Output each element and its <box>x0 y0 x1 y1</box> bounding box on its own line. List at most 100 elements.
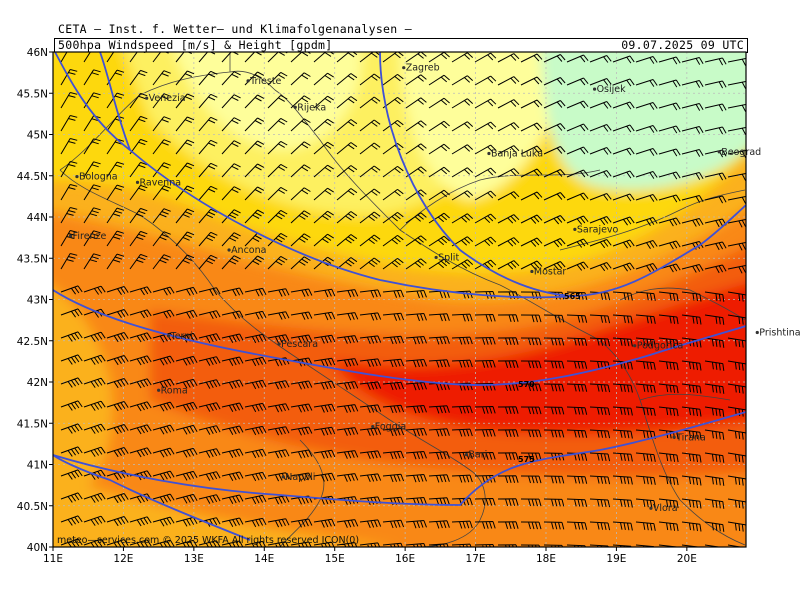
city-label: Napoli <box>285 472 315 483</box>
wind-barb <box>704 241 727 251</box>
wind-barb <box>751 476 769 486</box>
wind-barb <box>497 337 519 346</box>
wind-barb <box>382 73 404 86</box>
wind-barb <box>221 163 241 178</box>
wind-barb <box>336 473 359 482</box>
wind-barb <box>106 309 129 318</box>
lat-label: 45.5N <box>17 88 48 100</box>
lat-label: 40.5N <box>17 501 48 513</box>
subtitle: 500hpa Windspeed [m/s] & Height [gpdm] <box>58 38 333 52</box>
wind-barb <box>681 383 702 394</box>
wind-barb <box>474 98 497 109</box>
wind-barb <box>290 472 313 482</box>
wind-barb <box>198 494 221 504</box>
wind-barb <box>612 101 635 110</box>
wind-barb <box>704 126 727 135</box>
wind-barb <box>83 69 101 86</box>
wind-barb <box>336 234 358 247</box>
wind-barb <box>267 186 288 201</box>
wind-barb <box>451 75 474 86</box>
wind-barb <box>60 207 78 224</box>
wind-barb <box>612 262 635 272</box>
wind-barb <box>589 124 612 132</box>
wind-barb <box>129 207 148 224</box>
wind-barb <box>658 383 679 394</box>
wind-barb <box>83 331 106 342</box>
wind-barb <box>60 115 78 132</box>
wind-barb <box>382 473 405 483</box>
wind-barb <box>589 498 611 508</box>
wind-barb <box>83 400 106 411</box>
wind-barb <box>681 429 702 440</box>
wind-barb <box>106 286 129 295</box>
wind-barb <box>520 291 542 300</box>
wind-barb <box>451 520 473 529</box>
wind-barb <box>658 475 679 486</box>
wind-barb <box>566 360 588 369</box>
wind-barb <box>60 331 83 342</box>
wind-barb <box>497 314 519 322</box>
wind-barb <box>451 451 473 460</box>
wind-barb <box>382 188 404 201</box>
wind-barb <box>60 377 83 388</box>
wind-barb <box>313 311 336 321</box>
wind-barb <box>359 519 382 528</box>
wind-barb <box>175 93 195 109</box>
wind-barb <box>612 475 633 485</box>
wind-barb <box>474 544 495 547</box>
wind-barb <box>382 257 404 270</box>
contour-labels: 565 570 575 <box>518 292 581 464</box>
wind-barb <box>313 541 335 547</box>
wind-barb <box>336 427 359 436</box>
wind-barb <box>405 212 427 224</box>
wind-barb <box>566 215 589 225</box>
city-label: Tirana <box>675 432 706 443</box>
wind-barb <box>704 337 725 348</box>
wind-barb <box>267 163 288 178</box>
wind-barb <box>635 498 656 508</box>
wind-barb <box>589 147 612 155</box>
city-label: Pescara <box>281 339 318 350</box>
wind-barb <box>474 52 497 63</box>
wind-barb <box>727 314 746 325</box>
wind-barb <box>152 309 175 319</box>
wind-barb <box>60 253 78 270</box>
wind-barb <box>751 315 769 325</box>
contour-label: 575 <box>518 455 535 464</box>
wind-barb <box>382 358 405 368</box>
wind-barb <box>428 74 450 86</box>
wind-barb <box>267 334 290 344</box>
wind-barb <box>520 521 542 530</box>
city-dot <box>246 79 250 83</box>
wind-barb <box>658 125 681 134</box>
wind-barb <box>658 148 681 157</box>
wind-barb <box>727 219 746 228</box>
city-dot <box>135 180 140 184</box>
wind-barb <box>221 232 241 247</box>
wind-barb <box>198 471 221 481</box>
wind-barb <box>612 337 633 347</box>
lon-label: 13E <box>184 553 204 565</box>
wind-barb <box>658 291 679 302</box>
wind-barb <box>589 383 611 393</box>
wind-barb <box>175 208 195 224</box>
wind-barb <box>336 257 358 270</box>
wind-barb <box>497 168 520 178</box>
height-contours <box>53 52 746 541</box>
wind-barb <box>359 96 381 109</box>
wind-barb <box>497 452 519 461</box>
wind-barb <box>704 291 725 302</box>
wind-barb <box>175 355 198 366</box>
wind-barb <box>198 254 218 270</box>
wind-barb <box>106 92 125 109</box>
wind-barb <box>83 253 101 270</box>
wind-barb <box>221 448 244 458</box>
city-label: Bari <box>468 450 487 461</box>
wind-barb <box>129 516 152 527</box>
wind-barb <box>704 80 727 89</box>
wind-barb <box>704 521 725 532</box>
wind-barb <box>382 211 404 224</box>
wind-barb <box>267 255 288 270</box>
wind-barb <box>175 231 195 247</box>
wind-barb <box>359 257 381 270</box>
